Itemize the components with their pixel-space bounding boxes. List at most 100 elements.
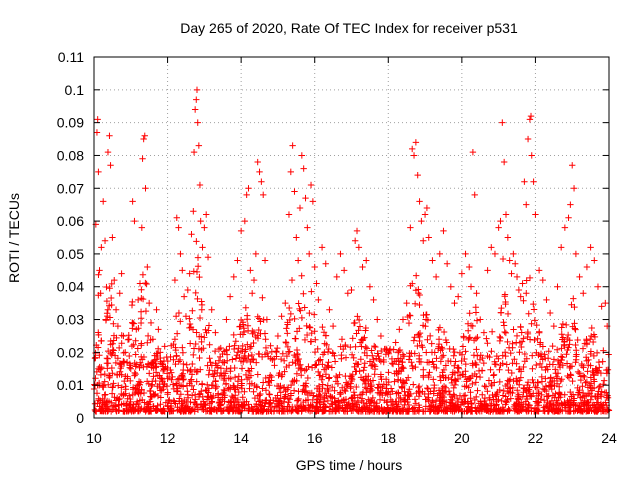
cloud-point <box>312 336 319 343</box>
y-tick-label: 0.09 <box>57 115 84 131</box>
cloud-point <box>137 379 144 386</box>
cloud-point <box>369 352 376 359</box>
data-point <box>511 260 519 267</box>
cloud-point <box>306 408 314 415</box>
data-point <box>570 185 578 192</box>
cloud-point <box>436 324 444 331</box>
cloud-point <box>175 309 183 317</box>
cloud-point <box>127 403 134 411</box>
data-point <box>543 296 550 304</box>
cloud-point <box>504 396 511 403</box>
cloud-point <box>170 397 177 404</box>
cloud-point <box>224 357 231 364</box>
cloud-point <box>533 384 541 391</box>
cloud-point <box>145 360 152 368</box>
cloud-point <box>596 404 603 411</box>
cloud-point <box>244 341 251 348</box>
y-tick-label: 0.02 <box>57 344 84 360</box>
grid-lines <box>94 57 609 418</box>
data-point <box>101 237 109 244</box>
cloud-point <box>431 381 438 389</box>
data-point <box>580 290 587 297</box>
cloud-point <box>558 376 565 383</box>
cloud-point <box>464 327 472 334</box>
data-point <box>245 185 252 192</box>
cloud-point <box>487 366 494 374</box>
cloud-point <box>173 353 180 360</box>
cloud-point <box>265 379 273 386</box>
data-point <box>144 263 151 271</box>
data-point <box>258 178 265 185</box>
data-point <box>122 349 129 356</box>
cloud-point <box>250 388 257 395</box>
cloud-point <box>140 389 148 397</box>
cloud-point <box>104 306 112 313</box>
data-point <box>104 148 112 156</box>
data-point <box>250 276 258 284</box>
cloud-point <box>120 358 127 365</box>
data-point <box>340 267 348 274</box>
cloud-point <box>499 255 507 263</box>
cloud-point <box>409 405 417 412</box>
cloud-point <box>504 338 511 346</box>
cloud-point <box>303 331 311 339</box>
y-tick-label: 0.01 <box>57 377 84 393</box>
cloud-point <box>439 386 446 394</box>
data-point <box>309 198 317 205</box>
cloud-point <box>329 383 336 391</box>
cloud-point <box>367 377 374 385</box>
data-point <box>423 204 431 212</box>
cloud-point <box>523 393 530 400</box>
cloud-point <box>576 389 583 396</box>
cloud-point <box>167 353 174 361</box>
cloud-point <box>534 379 542 386</box>
data-point <box>530 178 537 185</box>
cloud-point <box>448 376 455 383</box>
cloud-point <box>100 408 107 415</box>
cloud-point <box>325 345 332 353</box>
cloud-point <box>440 383 448 390</box>
cloud-point <box>193 329 200 336</box>
y-tick-label: 0.06 <box>57 213 84 229</box>
cloud-point <box>138 286 145 293</box>
cloud-point <box>244 327 252 334</box>
data-point <box>591 257 598 264</box>
cloud-point <box>217 344 224 352</box>
cloud-point <box>226 343 233 350</box>
cloud-point <box>452 358 459 365</box>
cloud-point <box>533 407 541 415</box>
data-point <box>106 132 113 139</box>
cloud-point <box>361 360 368 367</box>
cloud-point <box>432 398 440 405</box>
data-point <box>471 191 478 199</box>
cloud-point <box>187 324 195 331</box>
cloud-point <box>444 357 452 365</box>
cloud-point <box>427 403 434 410</box>
cloud-point <box>517 323 524 331</box>
cloud-point <box>243 375 251 383</box>
data-point <box>237 227 245 235</box>
y-tick-label: 0.07 <box>57 180 84 196</box>
cloud-point <box>105 406 113 413</box>
cloud-point <box>497 334 504 342</box>
cloud-point <box>517 406 524 413</box>
cloud-point <box>588 332 595 340</box>
data-point <box>145 299 153 307</box>
cloud-point <box>418 342 425 349</box>
cloud-point <box>367 385 374 392</box>
cloud-point <box>372 343 379 351</box>
data-point <box>114 322 122 330</box>
cloud-point <box>362 324 370 332</box>
data-point <box>118 270 125 277</box>
cloud-point <box>371 363 379 370</box>
cloud-point <box>304 374 312 382</box>
cloud-point <box>594 369 602 377</box>
data-point <box>414 171 421 179</box>
cloud-point <box>488 382 495 389</box>
data-point <box>204 253 212 261</box>
cloud-point <box>230 382 238 390</box>
cloud-point <box>95 397 103 404</box>
cloud-point <box>297 307 304 314</box>
cloud-point <box>416 358 423 365</box>
cloud-point <box>423 384 431 392</box>
